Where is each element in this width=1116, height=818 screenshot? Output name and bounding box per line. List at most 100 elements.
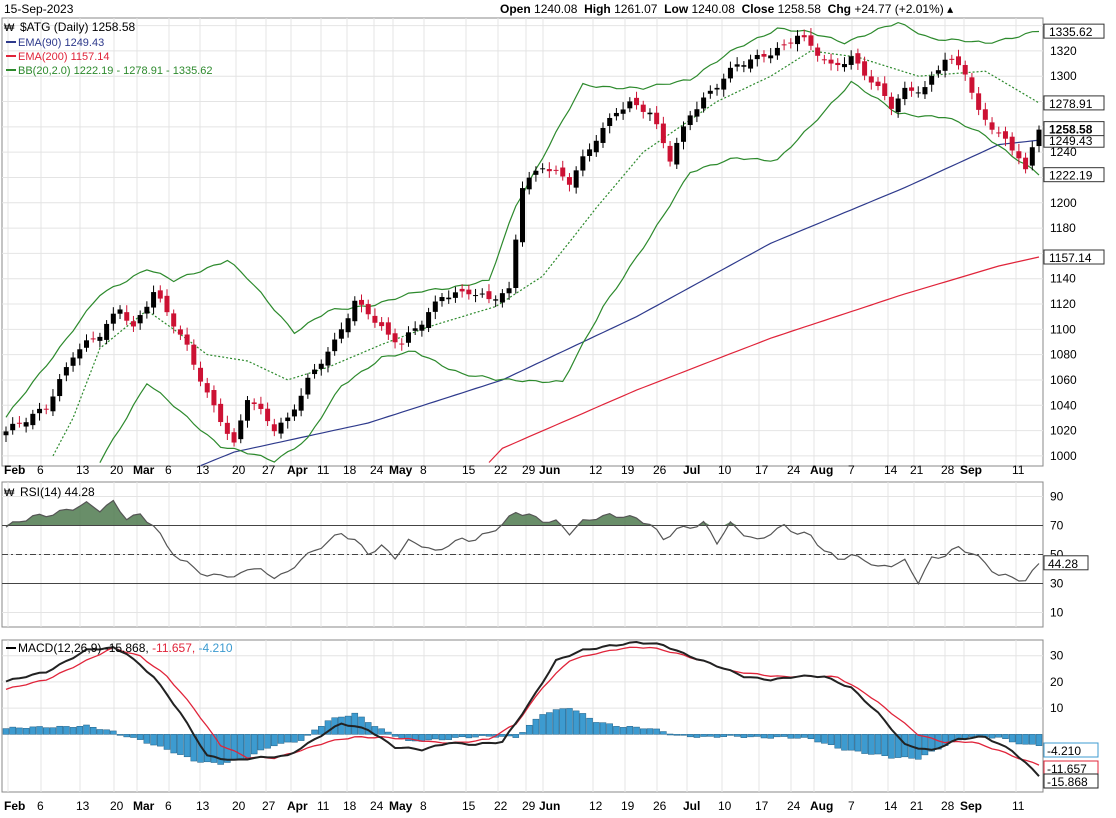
- candle-body: [432, 301, 438, 312]
- x-tick-label: Aug: [810, 799, 833, 813]
- macd-value: -4.210: [1047, 744, 1081, 758]
- macd-histogram-bar: [566, 708, 573, 735]
- candle-body: [962, 64, 968, 75]
- candle-body: [177, 329, 183, 335]
- candle-body: [10, 423, 16, 431]
- bb-middle-value: 1278.91: [1049, 97, 1093, 111]
- x-tick-label: 20: [232, 463, 246, 477]
- macd-histogram-bar: [244, 734, 251, 759]
- ema200-value-box: [1043, 249, 1105, 265]
- macd-histogram-bar: [1008, 734, 1016, 743]
- macd-histogram-bar: [351, 712, 359, 735]
- macd-histogram-bar: [968, 734, 976, 737]
- macd-histogram-bar: [720, 734, 727, 737]
- x-tick-label: Jun: [539, 463, 560, 477]
- bb-upper-value: 1335.62: [1049, 25, 1093, 39]
- candle-body: [3, 431, 9, 436]
- candle-body: [345, 318, 351, 333]
- macd-histogram-bar: [452, 734, 459, 738]
- x-tick-label: 24: [787, 463, 801, 477]
- macd-histogram-bar: [800, 734, 808, 738]
- macd-histogram-bar: [995, 734, 1003, 738]
- macd-histogram-bar: [1035, 734, 1043, 746]
- macd-histogram-bar: [230, 734, 238, 760]
- macd-histogram-bar: [36, 726, 43, 735]
- macd-histogram-bar: [666, 733, 674, 736]
- candle-body: [298, 395, 304, 411]
- candle-body: [218, 403, 224, 423]
- x-tick-label: 11: [1012, 799, 1025, 813]
- candle-body: [848, 56, 854, 65]
- candle-body: [305, 377, 311, 395]
- macd-histogram-bar: [868, 734, 875, 755]
- macd-histogram-bar: [834, 734, 842, 749]
- macd-histogram-bar: [572, 710, 580, 735]
- macd-histogram-bar: [499, 734, 506, 737]
- candle-body: [882, 83, 888, 96]
- candle-body: [821, 59, 827, 61]
- candle-body: [949, 58, 955, 60]
- candle-body: [573, 170, 579, 188]
- candle-body: [546, 169, 552, 172]
- rsi-icon: ₩: [4, 487, 15, 499]
- candle-body: [855, 53, 861, 64]
- x-tick-label: 28: [941, 463, 955, 477]
- macd-histogram-bar: [794, 734, 801, 739]
- rsi-value-box: [1043, 555, 1089, 571]
- macd-histogram-bar: [807, 734, 815, 740]
- candle-body: [70, 357, 76, 366]
- macd-histogram-bar: [150, 734, 157, 746]
- last-price-value-box: [1043, 121, 1105, 137]
- bb-lower-value: 1222.19: [1049, 169, 1093, 183]
- macd-histogram-bar: [217, 734, 224, 765]
- macd-histogram-bar: [881, 734, 888, 756]
- candle-body: [412, 328, 418, 331]
- y-tick-label: 1100: [1050, 322, 1076, 336]
- y-tick-label: 1080: [1050, 348, 1077, 362]
- macd-histogram-bar: [485, 734, 493, 737]
- macd-histogram-bar: [827, 734, 835, 745]
- macd-histogram-bar: [713, 734, 721, 738]
- macd-histogram-bar: [512, 734, 520, 738]
- ema90-line: [200, 139, 1040, 467]
- x-tick-label: 27: [262, 799, 276, 813]
- macd-histogram-bar: [747, 734, 754, 738]
- candle-body: [110, 313, 116, 324]
- macd-histogram-bar: [318, 726, 325, 735]
- candle-body: [909, 87, 915, 91]
- macd-histogram-bar: [780, 734, 788, 737]
- candle-body: [902, 87, 908, 100]
- macd-histogram-bar: [787, 734, 795, 739]
- ema90-value: 1249.43: [1049, 134, 1093, 148]
- x-tick-label: 24: [787, 799, 801, 813]
- candle-body: [43, 408, 49, 410]
- candle-body: [1009, 136, 1015, 151]
- candle-body: [426, 312, 432, 328]
- macd-histogram-bar: [16, 727, 23, 735]
- candle-body: [667, 145, 673, 162]
- candle-body: [359, 299, 365, 305]
- ema200-value: 1157.14: [1049, 251, 1092, 265]
- candle-body: [83, 340, 89, 348]
- x-tick-label: 28: [941, 799, 955, 813]
- candle-body: [674, 142, 680, 165]
- x-tick-label: 27: [262, 463, 276, 477]
- candle-body: [439, 297, 445, 302]
- macd-histogram-bar: [116, 734, 124, 736]
- candle-body: [1016, 151, 1022, 159]
- macd-histogram-bar: [89, 727, 97, 735]
- candle-body: [580, 156, 586, 171]
- macd-histogram-bar: [733, 734, 741, 737]
- candle-body: [734, 64, 740, 67]
- macd-histogram-bar: [264, 734, 271, 749]
- macd-value: -11.657: [1047, 762, 1087, 776]
- candle-body: [593, 140, 599, 153]
- candle-body: [748, 59, 754, 69]
- macd-histogram-bar: [284, 734, 291, 743]
- candle-body: [982, 109, 988, 120]
- macd-histogram-bar: [425, 734, 432, 741]
- macd-histogram-bar: [894, 734, 902, 758]
- candle-body: [727, 67, 733, 79]
- legend-entry: EMA(90) 1249.43: [18, 37, 104, 49]
- candle-body: [929, 75, 935, 85]
